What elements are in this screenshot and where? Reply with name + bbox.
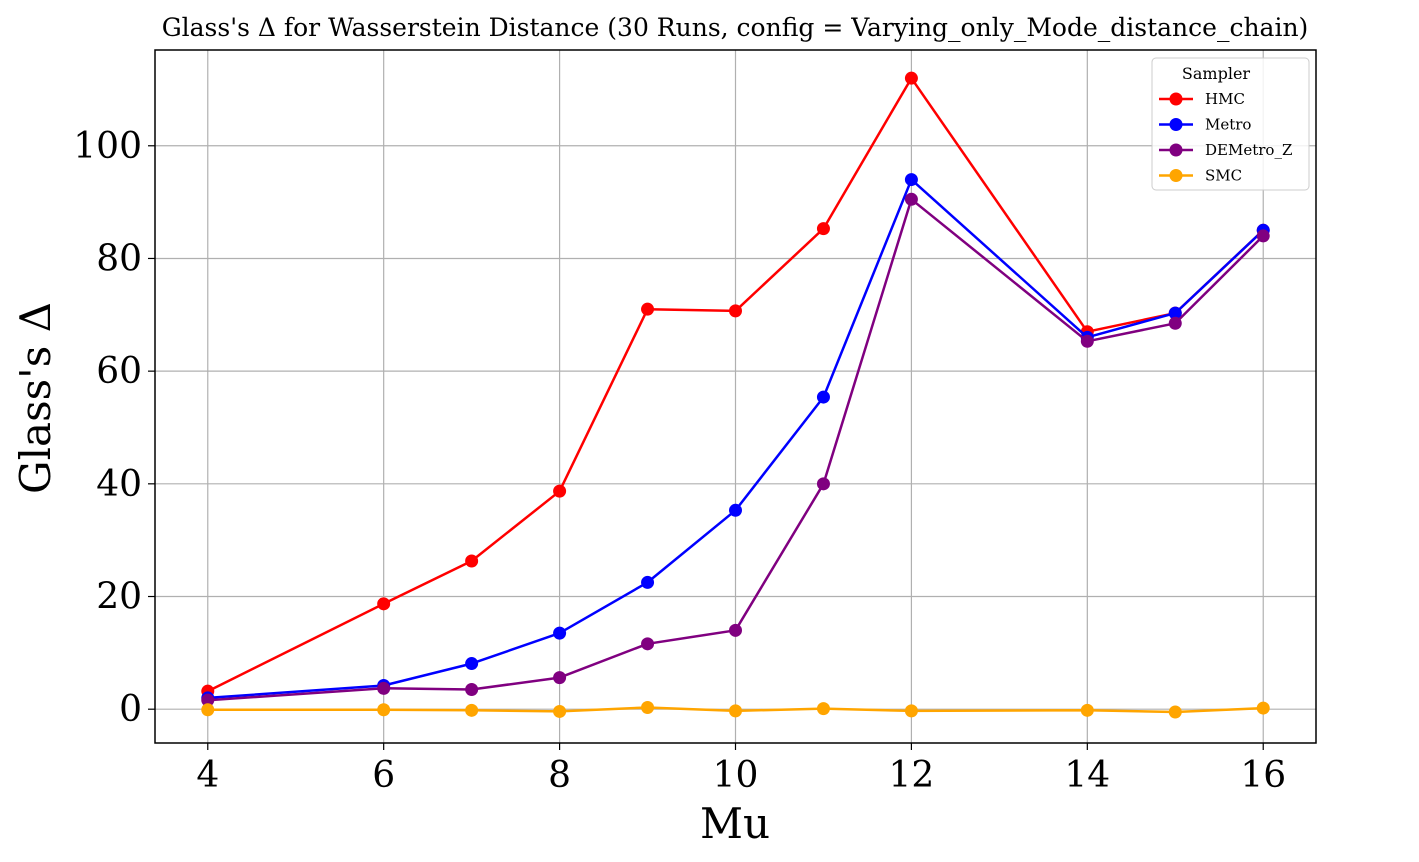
x-tick-label: 10 [713, 755, 759, 796]
data-point-SMC [201, 703, 215, 717]
y-tick-label: 80 [96, 238, 142, 279]
axis-ticks: 4 6 8 10 12 14 16 0 20 40 60 80 100 [73, 126, 1286, 796]
data-point-DEMetro_Z [1168, 316, 1182, 330]
legend: Sampler HMC Metro DEMetro_Z SMC [1151, 57, 1310, 191]
data-point-DEMetro_Z [904, 192, 918, 206]
data-point-SMC [1168, 705, 1182, 719]
data-point-Metro [553, 626, 567, 640]
data-point-HMC [377, 597, 391, 611]
legend-box [1151, 57, 1310, 191]
data-point-SMC [465, 703, 479, 717]
legend-marker-Metro [1169, 118, 1183, 131]
x-tick-label: 12 [889, 755, 935, 796]
legend-label-HMC: HMC [1205, 90, 1245, 108]
data-point-SMC [1080, 703, 1094, 717]
x-tick-label: 16 [1240, 755, 1286, 796]
data-point-DEMetro_Z [377, 681, 391, 695]
legend-marker-DEMetro_Z [1169, 143, 1183, 157]
data-point-DEMetro_Z [201, 693, 215, 707]
legend-title: Sampler [1182, 64, 1251, 83]
chart-title: Glass's Δ for Wasserstein Distance (30 R… [162, 13, 1309, 42]
data-point-SMC [377, 703, 391, 717]
legend-label-SMC: SMC [1205, 167, 1242, 185]
data-point-Metro [904, 173, 918, 187]
legend-label-DEMetro_Z: DEMetro_Z [1205, 141, 1292, 159]
data-point-SMC [904, 704, 918, 718]
data-point-SMC [553, 704, 567, 718]
data-point-SMC [729, 704, 742, 718]
data-point-DEMetro_Z [1256, 229, 1270, 243]
x-tick-label: 8 [548, 755, 571, 796]
data-point-DEMetro_Z [816, 477, 830, 491]
x-axis-label: Mu [700, 799, 770, 848]
series-lines [201, 71, 1270, 719]
data-point-HMC [904, 71, 918, 85]
legend-label-Metro: Metro [1205, 116, 1251, 134]
legend-marker-HMC [1169, 92, 1183, 106]
data-point-SMC [641, 701, 655, 715]
data-point-Metro [729, 503, 742, 517]
data-point-HMC [553, 484, 567, 498]
y-tick-label: 20 [96, 577, 142, 618]
data-point-DEMetro_Z [1080, 334, 1094, 348]
data-point-Metro [465, 657, 479, 671]
y-axis-label: Glass's Δ [11, 302, 60, 494]
data-point-HMC [465, 554, 479, 568]
data-point-HMC [816, 222, 830, 236]
x-tick-label: 4 [196, 755, 219, 796]
data-point-SMC [1256, 701, 1270, 715]
data-point-Metro [816, 390, 830, 404]
legend-entries: HMC Metro DEMetro_Z SMC [1159, 90, 1292, 185]
y-tick-label: 100 [73, 126, 142, 167]
data-point-HMC [641, 302, 655, 316]
data-point-DEMetro_Z [729, 623, 742, 637]
data-point-Metro [1168, 306, 1182, 320]
data-point-DEMetro_Z [465, 682, 479, 696]
data-point-HMC [729, 304, 742, 318]
data-point-Metro [641, 575, 655, 589]
data-point-DEMetro_Z [641, 637, 655, 651]
y-tick-label: 0 [119, 689, 142, 730]
y-tick-label: 60 [96, 351, 142, 392]
x-tick-label: 6 [372, 755, 395, 796]
data-point-DEMetro_Z [553, 671, 567, 685]
legend-marker-SMC [1169, 169, 1183, 182]
data-point-SMC [816, 702, 830, 716]
x-tick-label: 14 [1064, 755, 1110, 796]
y-tick-label: 40 [96, 464, 142, 505]
